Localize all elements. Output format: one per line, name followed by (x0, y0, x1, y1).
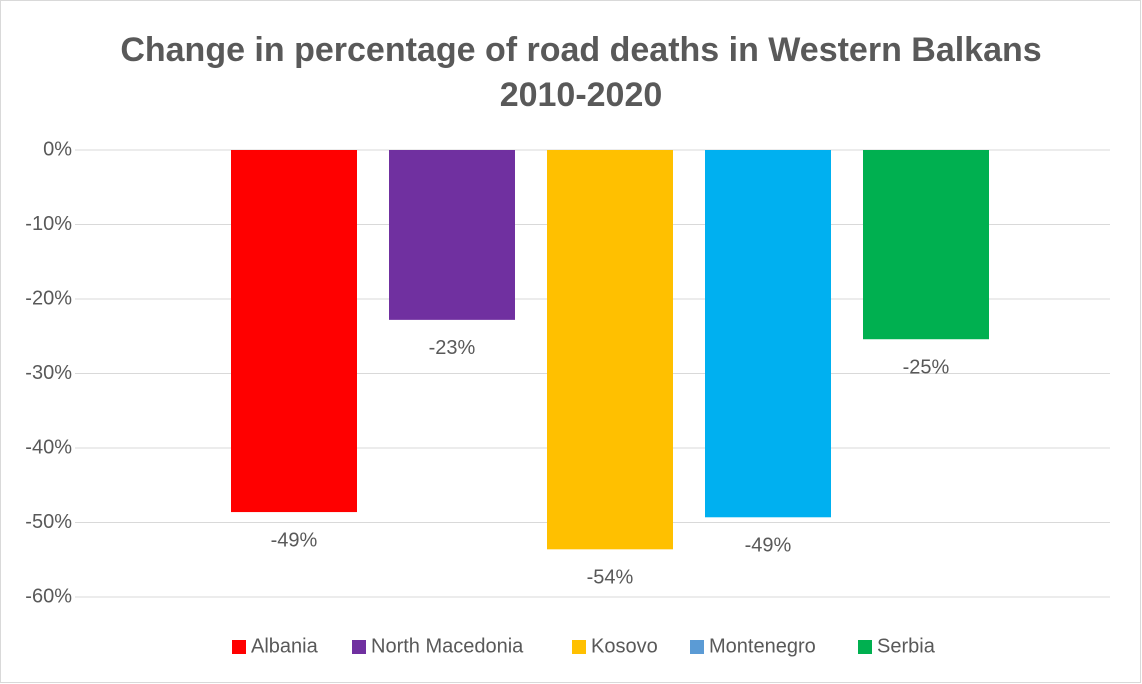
y-tick-label: 0% (43, 138, 72, 160)
legend-label: Serbia (877, 635, 936, 657)
y-tick-label: -50% (25, 511, 72, 533)
legend-swatch (232, 640, 246, 654)
y-tick-label: -20% (25, 287, 72, 309)
data-label: -49% (745, 535, 792, 557)
data-label: -54% (587, 567, 634, 589)
legend-label: North Macedonia (371, 635, 524, 657)
y-tick-label: -40% (25, 436, 72, 458)
legend-label: Kosovo (591, 635, 658, 657)
data-label: -25% (903, 357, 950, 379)
chart-title: 2010-2020 (500, 76, 663, 114)
bar (863, 150, 989, 340)
y-tick-label: -10% (25, 213, 72, 235)
legend-swatch (352, 640, 366, 654)
bar (547, 150, 673, 550)
legend-swatch (858, 640, 872, 654)
bar (231, 150, 357, 513)
legend-swatch (690, 640, 704, 654)
y-tick-label: -30% (25, 362, 72, 384)
data-label: -23% (429, 337, 476, 359)
bar (705, 150, 831, 518)
chart-title: Change in percentage of road deaths in W… (120, 31, 1041, 69)
legend-label: Montenegro (709, 635, 816, 657)
bar (389, 150, 515, 320)
y-tick-label: -60% (25, 585, 72, 607)
data-label: -49% (271, 529, 318, 551)
legend-swatch (572, 640, 586, 654)
legend-label: Albania (251, 635, 319, 657)
